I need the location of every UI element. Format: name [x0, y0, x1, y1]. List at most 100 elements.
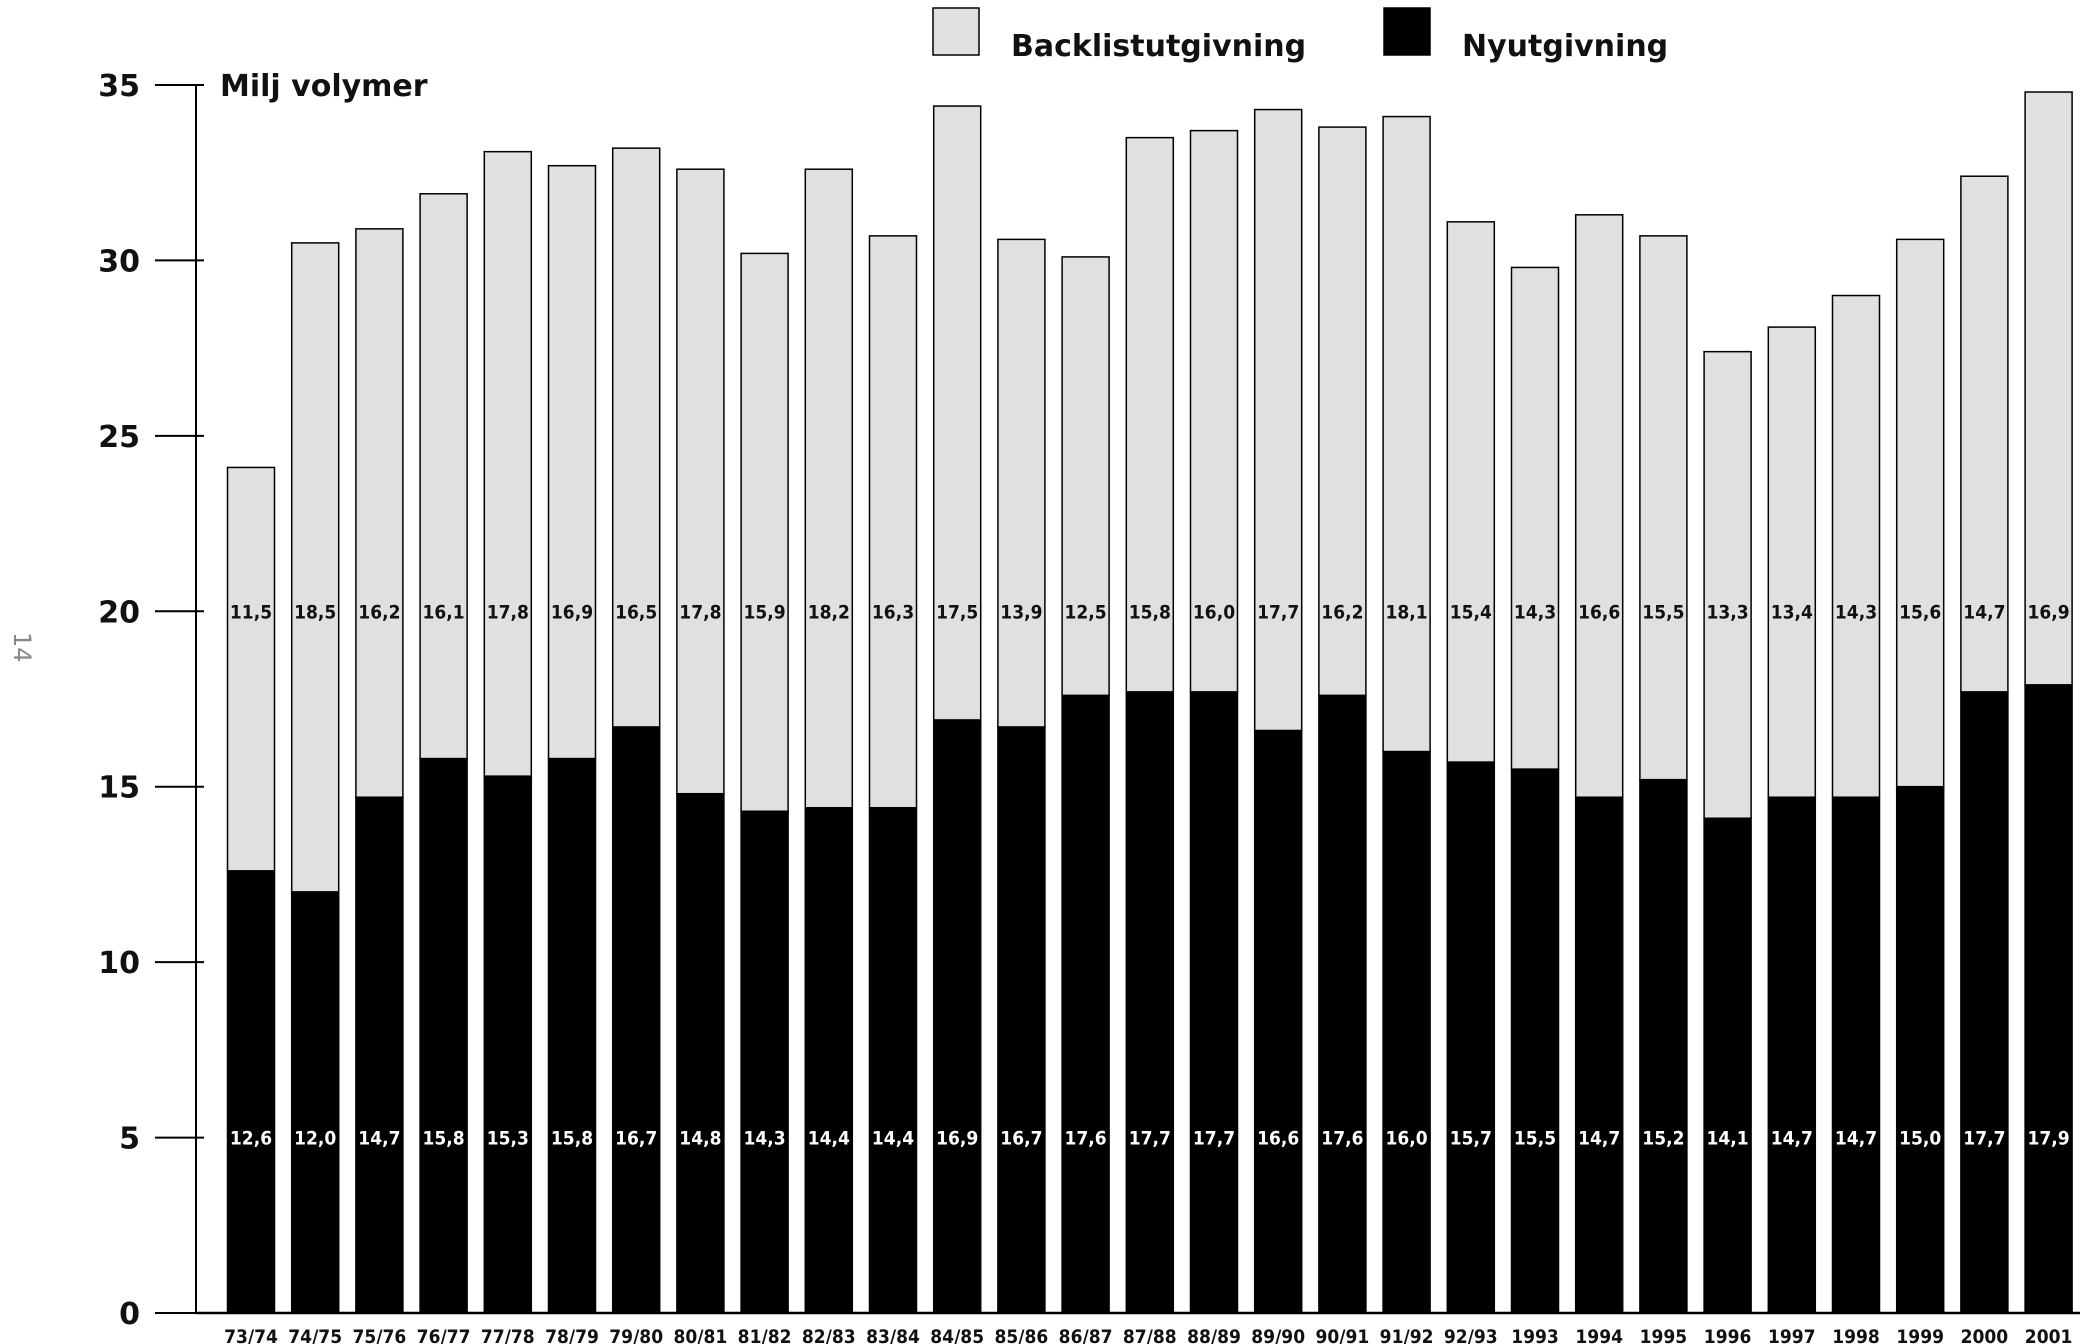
data-label-nyutgivning: 17,7 [1129, 1128, 1171, 1150]
bar-nyutgivning [1831, 796, 1881, 1314]
bar-backlistutgivning [740, 252, 789, 813]
bar-nyutgivning [290, 891, 340, 1314]
x-tick-label: 2000 [1961, 1326, 2009, 1344]
y-tick-label: 25 [98, 420, 140, 455]
legend: Backlistutgivning Nyutgivning [932, 7, 1668, 64]
data-label-nyutgivning: 14,7 [1771, 1128, 1813, 1150]
data-label-backlistutgivning: 16,3 [872, 601, 914, 623]
data-label-backlistutgivning: 15,5 [1642, 601, 1684, 623]
bar-nyutgivning [868, 807, 918, 1314]
data-label-nyutgivning: 17,6 [1321, 1128, 1363, 1150]
legend-swatch-nyutgivning [1383, 7, 1431, 56]
bar-backlistutgivning [547, 164, 597, 760]
data-label-nyutgivning: 17,7 [1963, 1128, 2005, 1150]
x-tick-label: 1998 [1832, 1326, 1880, 1344]
bar-nyutgivning [1574, 796, 1624, 1314]
data-label-nyutgivning: 16,6 [1257, 1128, 1299, 1150]
bar-nyutgivning [1895, 785, 1945, 1314]
data-label-backlistutgivning: 14,3 [1835, 601, 1877, 623]
data-label-backlistutgivning: 18,5 [294, 601, 336, 623]
page-number: 14 [8, 632, 36, 663]
data-label-backlistutgivning: 15,6 [1899, 601, 1941, 623]
x-tick-label: 90/91 [1315, 1326, 1369, 1344]
data-label-backlistutgivning: 15,8 [1129, 601, 1171, 623]
data-label-nyutgivning: 16,7 [615, 1128, 657, 1150]
bar-backlistutgivning [355, 228, 404, 798]
bar-nyutgivning [419, 757, 468, 1314]
bar-nyutgivning [483, 775, 533, 1314]
data-label-backlistutgivning: 15,4 [1450, 601, 1492, 623]
data-label-backlistutgivning: 14,7 [1963, 601, 2005, 623]
data-label-backlistutgivning: 16,5 [615, 601, 657, 623]
x-tick-label: 78/79 [545, 1326, 599, 1344]
bar-backlistutgivning [868, 235, 918, 809]
bar-backlistutgivning [1703, 350, 1752, 820]
data-label-nyutgivning: 14,7 [1835, 1128, 1877, 1150]
y-tick-label: 20 [98, 595, 140, 630]
data-label-nyutgivning: 16,0 [1386, 1128, 1428, 1150]
y-tick-label: 15 [98, 771, 140, 806]
bar-backlistutgivning [1510, 266, 1560, 770]
bar-backlistutgivning [1831, 294, 1881, 798]
x-tick-label: 1994 [1575, 1326, 1623, 1344]
data-label-backlistutgivning: 16,1 [423, 601, 465, 623]
bar-nyutgivning [2024, 684, 2073, 1314]
x-tick-label: 92/93 [1444, 1326, 1498, 1344]
x-tick-label: 84/85 [930, 1326, 984, 1344]
bar-backlistutgivning [290, 242, 340, 893]
y-axis-unit-label: Milj volymer [220, 69, 428, 104]
bar-nyutgivning [355, 796, 404, 1314]
y-tick-label: 35 [98, 69, 140, 104]
bar-nyutgivning [1767, 796, 1817, 1314]
x-tick-label: 91/92 [1380, 1326, 1434, 1344]
x-tick-label: 86/87 [1059, 1326, 1113, 1344]
y-tick-label: 0 [119, 1297, 140, 1332]
data-label-nyutgivning: 12,6 [230, 1128, 272, 1150]
x-tick-label: 79/80 [609, 1326, 663, 1344]
data-label-backlistutgivning: 16,2 [1321, 601, 1363, 623]
bar-backlistutgivning [1253, 108, 1303, 732]
bar-backlistutgivning [1382, 115, 1431, 753]
data-label-nyutgivning: 17,9 [2028, 1128, 2070, 1150]
data-label-backlistutgivning: 15,9 [744, 601, 786, 623]
x-tick-label: 87/88 [1123, 1326, 1177, 1344]
data-label-nyutgivning: 15,5 [1514, 1128, 1556, 1150]
data-label-nyutgivning: 17,6 [1065, 1128, 1107, 1150]
data-label-backlistutgivning: 16,6 [1578, 601, 1620, 623]
x-tick-label: 88/89 [1187, 1326, 1241, 1344]
bar-backlistutgivning [676, 168, 725, 795]
bar-backlistutgivning [1639, 235, 1688, 781]
data-label-nyutgivning: 15,3 [487, 1128, 529, 1150]
data-label-backlistutgivning: 13,3 [1707, 601, 1749, 623]
data-label-nyutgivning: 14,3 [744, 1128, 786, 1150]
bar-nyutgivning [740, 810, 789, 1314]
data-label-nyutgivning: 16,7 [1000, 1128, 1042, 1150]
x-tick-label: 81/82 [738, 1326, 792, 1344]
bar-nyutgivning [1703, 817, 1752, 1314]
bar-nyutgivning [611, 726, 661, 1314]
bar-backlistutgivning [226, 466, 276, 872]
x-tick-label: 74/75 [288, 1326, 342, 1344]
bar-backlistutgivning [2024, 91, 2073, 686]
bar-backlistutgivning [611, 147, 661, 728]
bar-nyutgivning [1382, 750, 1431, 1314]
bar-nyutgivning [932, 719, 982, 1314]
legend-label-backlistutgivning: Backlistutgivning [1011, 29, 1306, 64]
bar-nyutgivning [1639, 778, 1688, 1314]
data-label-backlistutgivning: 16,9 [2028, 601, 2070, 623]
x-tick-label: 82/83 [802, 1326, 856, 1344]
bars: 12,6 11,5 12,0 18,5 14,7 16,2 15,8 16,1 15,3 17,8… [226, 91, 2073, 1314]
legend-label-nyutgivning: Nyutgivning [1462, 29, 1668, 64]
x-tick-label: 2001 [2025, 1326, 2073, 1344]
bar-nyutgivning [997, 726, 1046, 1314]
y-tick-label: 10 [98, 946, 140, 981]
data-label-backlistutgivning: 17,8 [679, 601, 721, 623]
data-label-nyutgivning: 14,4 [872, 1128, 914, 1150]
data-label-nyutgivning: 15,7 [1450, 1128, 1492, 1150]
x-tick-label: 89/90 [1251, 1326, 1305, 1344]
bar-nyutgivning [1318, 694, 1367, 1314]
bar-nyutgivning [1189, 691, 1239, 1314]
data-label-backlistutgivning: 16,0 [1193, 601, 1235, 623]
data-label-nyutgivning: 15,0 [1899, 1128, 1941, 1150]
